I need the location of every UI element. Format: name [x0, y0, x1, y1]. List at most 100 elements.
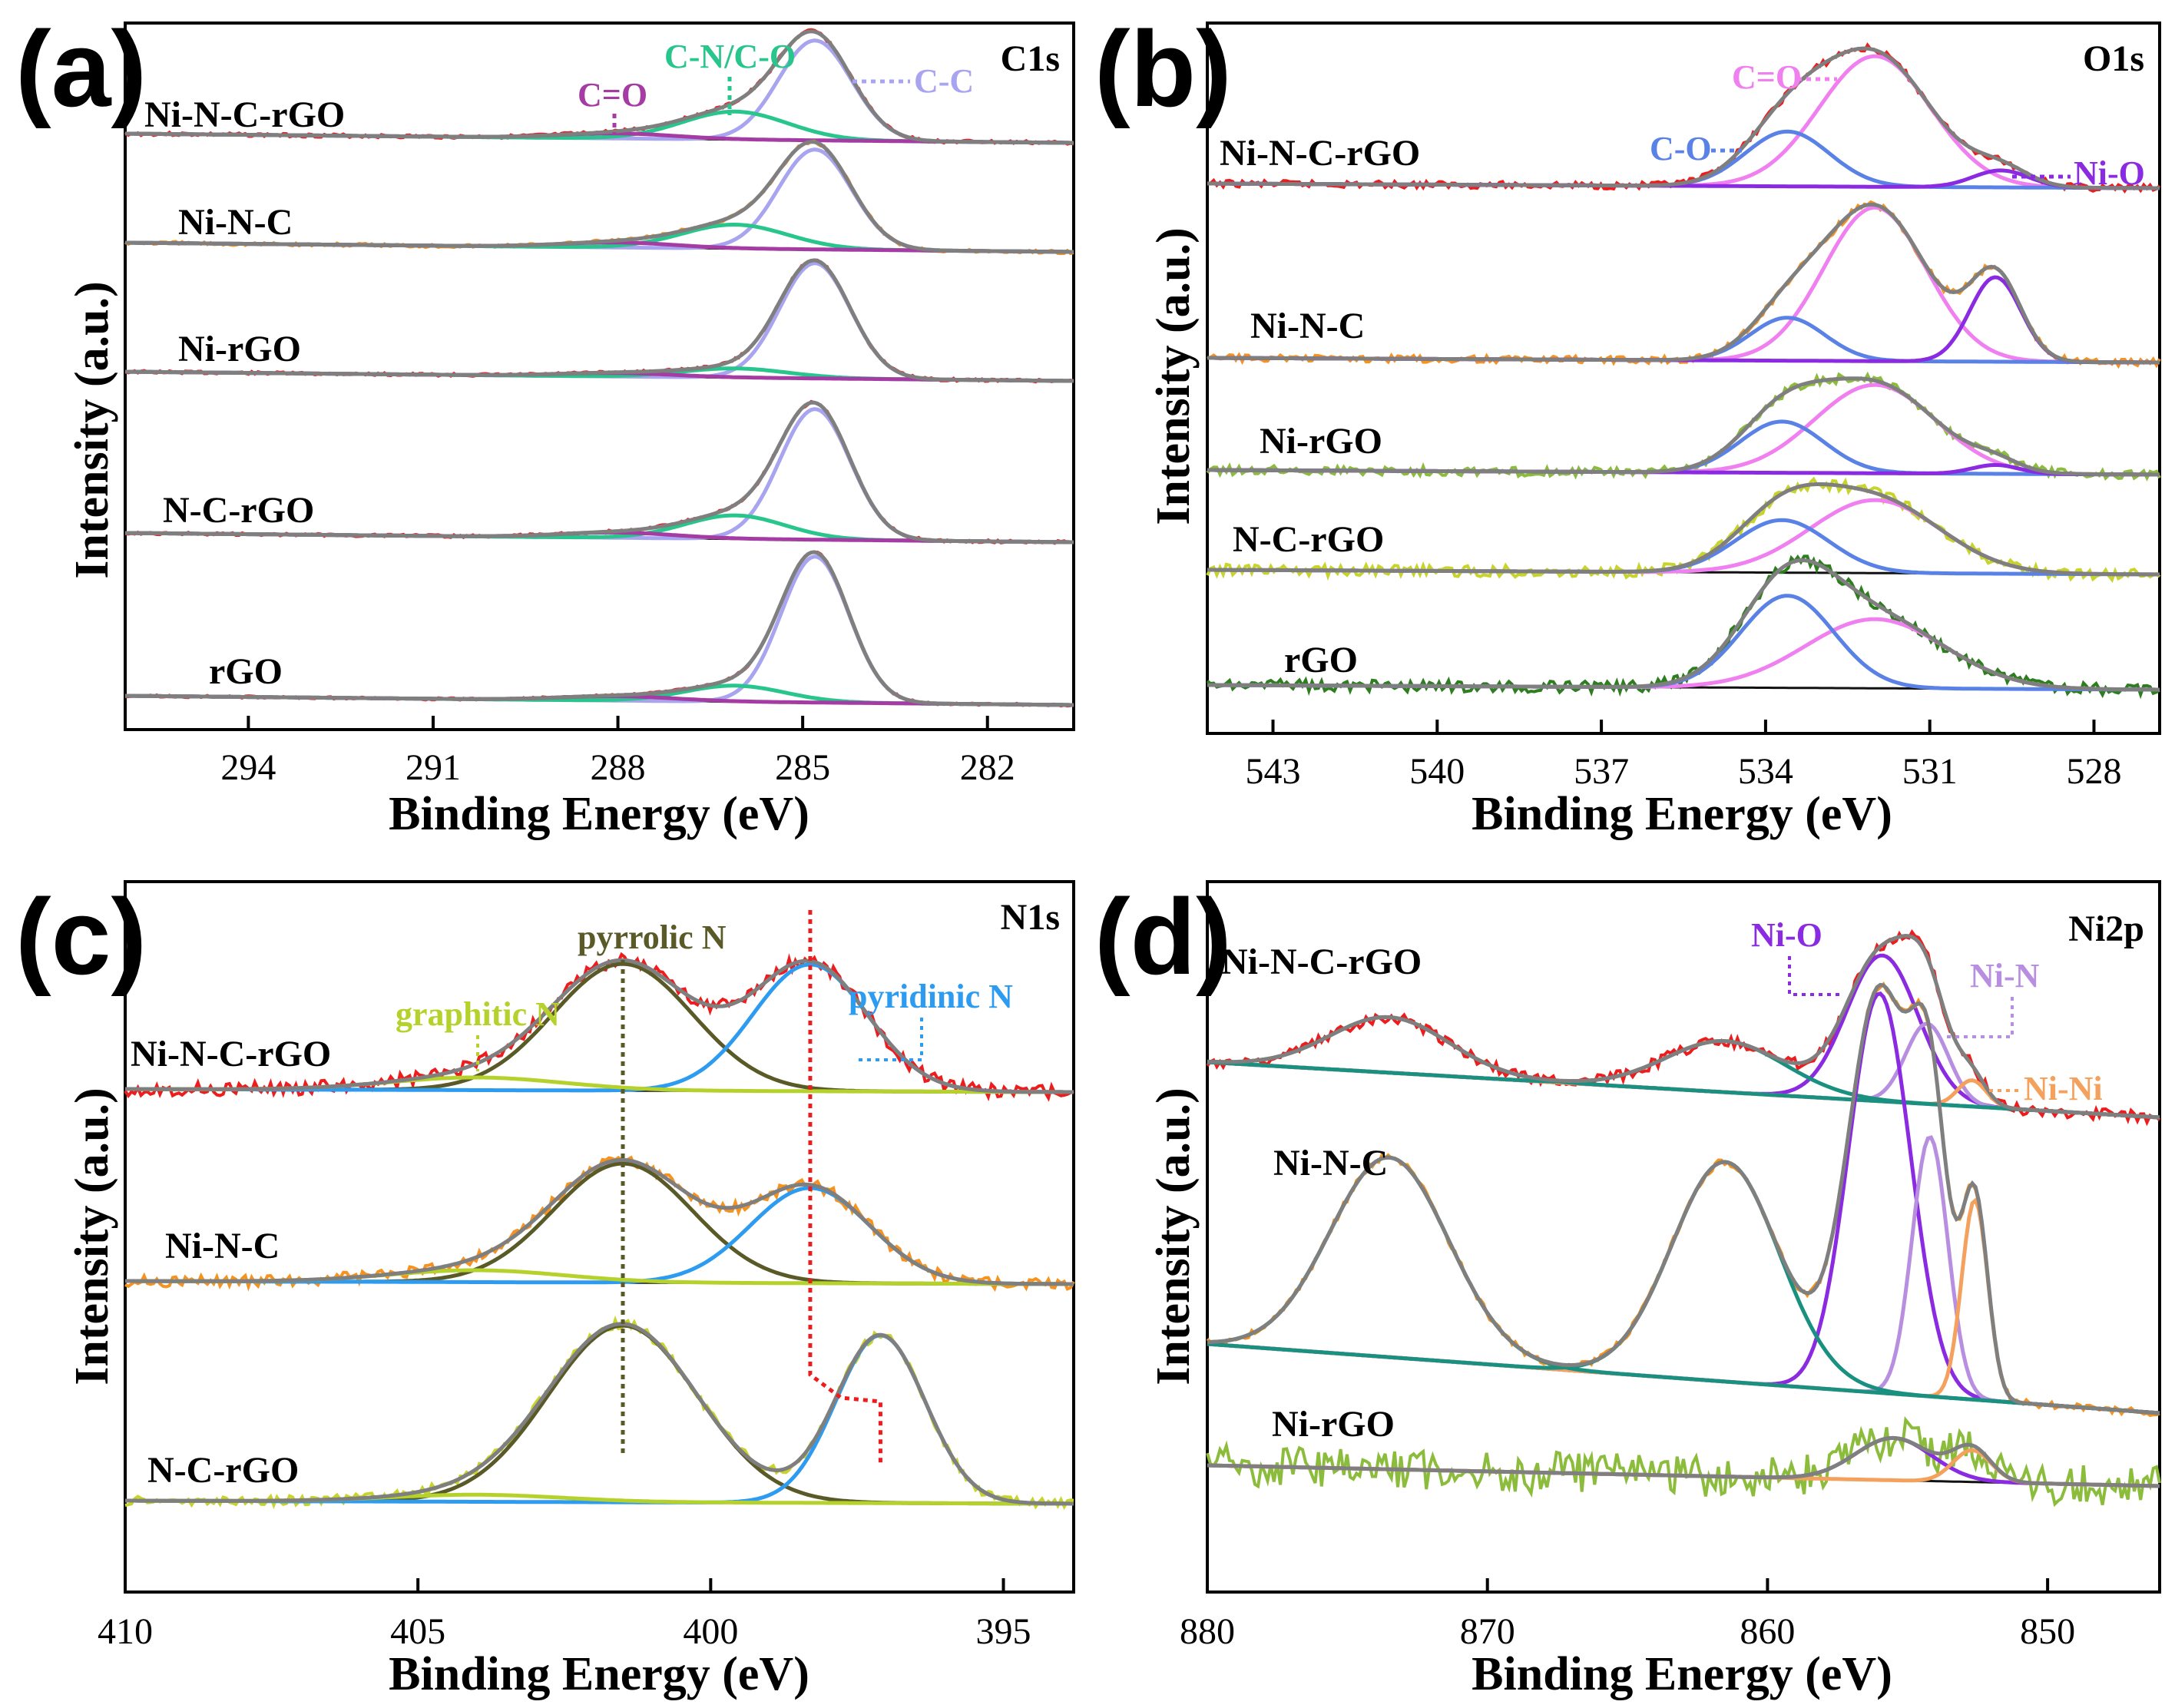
panel-d-sample-2 [1206, 1415, 2161, 1508]
panel-c-tick-label-2: 400 [683, 1611, 738, 1652]
panel-c-pyridinic-guide [808, 910, 882, 1467]
panel-d-annotation-ni-o-leader [1788, 956, 1843, 996]
panel-d-frame [1206, 880, 2161, 1594]
panel-b-sample-label-3: Ni-rGO [1260, 421, 1382, 462]
panel-c-annotation-pyridinic: pyridinic N [849, 978, 1013, 1015]
panel-a-plot [124, 28, 1074, 708]
panel-a-sample-3 [124, 399, 1074, 545]
panel-b-tick-label-1: 540 [1409, 751, 1465, 792]
panel-c-sample-label-2: Ni-N-C [165, 1226, 280, 1266]
panel-d-plot [1206, 928, 2161, 1508]
panel-a-tick-label-1: 291 [406, 747, 461, 788]
panel-d-envelope-0 [1207, 933, 2160, 1120]
panel-b-envelope-0 [1207, 46, 2160, 190]
panel-a: (a) 294 291 288 285 282 C1s Ni-N-C-rGO Ni-N-… [15, 8, 1075, 840]
panel-b-annotation-c-o-single: C-O [1650, 130, 1712, 167]
panel-a-letter: (a) [15, 8, 147, 129]
panel-c-core-level: N1s [1001, 897, 1060, 938]
panel-a-sample-4 [124, 550, 1074, 708]
panel-d-annotation-ni-ni: Ni-Ni [2024, 1070, 2103, 1107]
panel-c-letter: (c) [15, 876, 147, 997]
panel-b-annotation-c-o-double: C=O [1732, 58, 1802, 96]
panel-c-envelope-1 [125, 1157, 1074, 1286]
panel-c: (c) 410 405 400 395 N1s Ni-N-C-rGO Ni-N-C N… [15, 876, 1075, 1700]
panel-d-component-1-2 [1207, 1197, 2160, 1415]
panel-a-sample-label-3: Ni-rGO [178, 329, 301, 369]
panel-d-sample-1 [1206, 981, 2160, 1418]
panel-d-component-1-3 [1207, 1160, 2160, 1415]
panel-a-sample-2 [124, 258, 1074, 384]
panel-c-tick-label-1: 405 [390, 1611, 445, 1652]
panel-a-sample-0 [124, 28, 1074, 146]
panel-c-tick-label-3: 395 [976, 1611, 1031, 1652]
panel-b-sample-2 [1206, 371, 2161, 482]
panel-d-sample-0 [1206, 928, 2161, 1127]
panel-a-sample-label-2: Ni-N-C [178, 202, 293, 243]
panel-d-annotation-ni-n: Ni-N [1970, 957, 2040, 995]
panel-b-sample-label-1: Ni-N-C-rGO [1220, 133, 1420, 174]
panel-d-envelope-2 [1207, 1435, 2160, 1488]
panel-b-tick-label-0: 543 [1246, 751, 1301, 792]
panel-b-sample-3 [1206, 476, 2161, 583]
panel-b-tick-label-4: 531 [1902, 751, 1958, 792]
panel-a-envelope-2 [125, 258, 1074, 383]
panel-c-tick-label-0: 410 [98, 1611, 153, 1652]
panel-a-frame [124, 22, 1075, 731]
panel-b-x-axis-title: Binding Energy (eV) [1472, 788, 1892, 840]
panel-b-sample-4 [1206, 554, 2161, 700]
panel-c-plot [124, 952, 1075, 1511]
panel-c-x-axis-title: Binding Energy (eV) [389, 1648, 809, 1700]
panel-d-sample-label-3: Ni-rGO [1272, 1404, 1395, 1445]
panel-c-sample-label-1: Ni-N-C-rGO [131, 1034, 331, 1074]
panel-b-annotation-ni-o: Ni-O [2074, 154, 2145, 192]
panel-a-envelope-0 [125, 29, 1074, 145]
panel-a-sample-label-1: Ni-N-C-rGO [144, 94, 345, 135]
panel-a-annotation-c-n-c-o: C-N/C-O [664, 38, 796, 75]
panel-c-annotation-pyrrolic: pyrrolic N [578, 919, 727, 956]
panel-b-tick-label-5: 528 [2066, 751, 2121, 792]
panel-d-ticks: 880 870 860 850 [1180, 1578, 2075, 1652]
panel-a-tick-label-3: 285 [775, 747, 830, 788]
panel-a-tick-label-4: 282 [960, 747, 1015, 788]
panel-d-component-1-0 [1207, 991, 2160, 1415]
panel-d-raw-spectrum-2 [1206, 1415, 2161, 1508]
panel-d-tick-label-3: 850 [2020, 1611, 2075, 1652]
panel-b-plot [1206, 42, 2161, 700]
panel-b-sample-label-2: Ni-N-C [1250, 306, 1365, 346]
panel-b-sample-label-4: N-C-rGO [1233, 519, 1384, 560]
panel-d-tick-label-1: 870 [1460, 1611, 1515, 1652]
panel-c-raw-spectrum-1 [124, 1155, 1075, 1293]
panel-b-core-level: O1s [2083, 38, 2144, 79]
panel-a-annotation-c-c: C-C [914, 62, 974, 100]
panel-b-envelope-1 [1207, 202, 2160, 365]
panel-c-envelope-0 [125, 958, 1074, 1094]
panel-c-annotation-graphitic: graphitic N [396, 995, 560, 1033]
panel-c-annotation-pyridinic-leader [856, 1018, 923, 1061]
panel-b-ticks: 543 540 537 534 531 528 [1246, 720, 2121, 792]
panel-c-sample-2 [124, 1315, 1074, 1511]
panel-c-y-axis-title: Intensity (a.u.) [66, 1087, 118, 1385]
panel-d-sample-label-1: Ni-N-C-rGO [1221, 942, 1422, 982]
panel-d-core-level: Ni2p [2068, 909, 2144, 949]
panel-d-annotation-ni-o: Ni-O [1751, 916, 1822, 954]
panel-a-sample-1 [124, 139, 1074, 256]
panel-d-sample-label-2: Ni-N-C [1273, 1143, 1388, 1183]
panel-a-y-axis-title: Intensity (a.u.) [66, 281, 118, 579]
panel-d-annotation-ni-n-leader [1947, 997, 2014, 1038]
panel-d-y-axis-title: Intensity (a.u.) [1147, 1087, 1200, 1385]
panel-c-envelope-2 [125, 1322, 1074, 1506]
panel-a-envelope-3 [125, 400, 1074, 545]
panel-c-sample-1 [124, 1155, 1075, 1293]
panel-a-annotation-c-o-double: C=O [578, 76, 647, 114]
panel-a-ticks: 294 291 288 285 282 [220, 716, 1015, 788]
panel-a-x-axis-title: Binding Energy (eV) [389, 788, 809, 840]
panel-b: (b) 543 540 537 534 531 528 O1s Ni-N-C-rGO Ni… [1094, 8, 2161, 840]
panel-a-sample-label-4: N-C-rGO [163, 490, 314, 531]
panel-a-envelope-4 [125, 550, 1074, 707]
panel-d: (d) 880 870 860 850 Ni2p Ni-N-C-rGO Ni-N-C … [1094, 876, 2161, 1700]
panel-b-envelope-3 [1207, 482, 2160, 577]
panel-b-envelope-2 [1207, 376, 2160, 477]
panel-b-letter: (b) [1094, 8, 1232, 129]
panel-c-frame [124, 880, 1075, 1594]
